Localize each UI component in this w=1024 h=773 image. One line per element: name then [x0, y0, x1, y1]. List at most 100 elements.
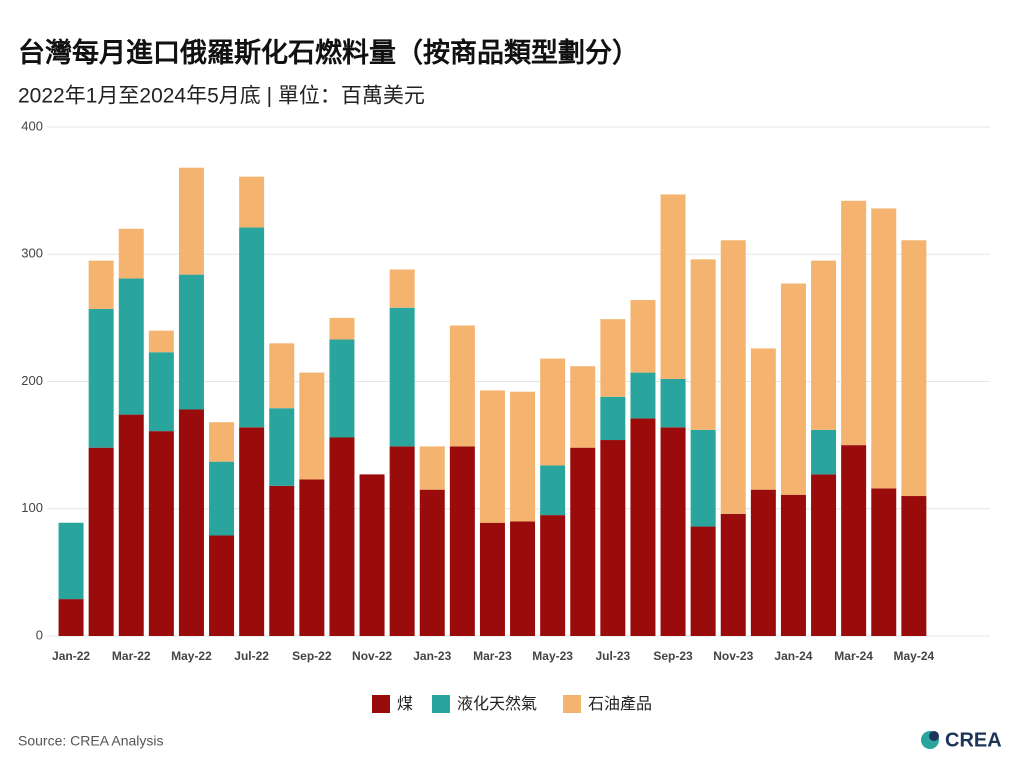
y-tick-label: 100	[21, 500, 43, 515]
x-tick-label: Sep-22	[292, 649, 332, 663]
bar-segment	[720, 513, 746, 636]
bar-segment	[58, 599, 84, 636]
legend-label: 液化天然氣	[457, 695, 537, 713]
x-tick-label: May-23	[532, 649, 573, 663]
bar-segment	[841, 445, 867, 636]
legend-swatch	[563, 695, 581, 713]
bar-segment	[329, 317, 355, 340]
chart-title: 台灣每月進口俄羅斯化石燃料量（按商品類型劃分）	[18, 37, 639, 68]
x-tick-label: Jul-23	[596, 649, 631, 663]
bar-segment	[419, 446, 445, 490]
logo-icon	[929, 731, 939, 741]
bar-segment	[269, 343, 295, 409]
bar-segment	[690, 526, 716, 636]
bar-segment	[811, 429, 837, 475]
bar-segment	[148, 352, 174, 432]
bar-segment	[299, 372, 325, 480]
x-tick-label: Mar-24	[834, 649, 873, 663]
bar-segment	[449, 446, 475, 636]
x-tick-label: Sep-23	[653, 649, 693, 663]
bar-segment	[841, 200, 867, 446]
x-tick-label: Nov-23	[713, 649, 753, 663]
bar-segment	[239, 176, 265, 228]
bar-segment	[389, 446, 415, 636]
bar-segment	[871, 488, 897, 636]
legend-swatch	[372, 695, 390, 713]
bar-segment	[811, 474, 837, 636]
bar-segment	[510, 521, 536, 636]
bar-segment	[148, 431, 174, 636]
legend-swatch	[432, 695, 450, 713]
bar-segment	[178, 409, 204, 636]
bar-segment	[419, 489, 445, 636]
y-tick-label: 300	[21, 246, 43, 261]
bar-segment	[209, 461, 235, 536]
bar-segment	[690, 429, 716, 527]
bar-segment	[299, 479, 325, 636]
bar-segment	[750, 348, 776, 490]
bar-segment	[600, 319, 626, 397]
bar-segment	[570, 366, 596, 448]
x-tick-label: Jan-23	[413, 649, 451, 663]
bar-segment	[540, 465, 566, 516]
bar-segment	[630, 372, 656, 419]
bar-segment	[600, 440, 626, 636]
bar-segment	[88, 447, 114, 636]
bar-segment	[660, 427, 686, 636]
bar-segment	[811, 260, 837, 430]
bar-segment	[750, 489, 776, 636]
logo-text: CREA	[945, 729, 1002, 751]
bar-segment	[540, 358, 566, 466]
bar-segment	[901, 496, 927, 636]
bar-segment	[660, 194, 686, 379]
bar-segment	[269, 408, 295, 486]
bar-segment	[209, 422, 235, 462]
y-tick-label: 400	[21, 118, 43, 133]
legend-label: 石油產品	[588, 695, 652, 713]
bar-segment	[389, 307, 415, 447]
x-tick-label: Jan-22	[52, 649, 90, 663]
bar-segment	[871, 208, 897, 489]
legend-label: 煤	[397, 695, 413, 713]
bar-segment	[88, 308, 114, 448]
bar-segment	[239, 227, 265, 428]
bar-segment	[178, 274, 204, 410]
x-tick-label: Nov-22	[352, 649, 392, 663]
bar-segment	[630, 300, 656, 373]
bar-segment	[88, 260, 114, 309]
bar-segment	[118, 414, 144, 636]
bar-segment	[720, 240, 746, 514]
logo: CREA	[921, 729, 1002, 751]
bar-segment	[901, 240, 927, 497]
x-tick-label: Mar-22	[112, 649, 151, 663]
bar-segment	[780, 283, 806, 495]
bar-segment	[600, 396, 626, 441]
bar-segment	[510, 391, 536, 522]
bar-segment	[178, 167, 204, 275]
bar-segment	[239, 427, 265, 636]
bar-segment	[118, 228, 144, 279]
bar-segment	[148, 330, 174, 353]
x-tick-label: May-24	[894, 649, 935, 663]
bar-segment	[479, 390, 505, 523]
x-tick-label: May-22	[171, 649, 212, 663]
bar-segment	[630, 418, 656, 636]
bar-segment	[118, 278, 144, 415]
x-tick-label: Jan-24	[774, 649, 812, 663]
bar-segment	[540, 515, 566, 636]
bar-segment	[329, 339, 355, 438]
bar-segment	[209, 535, 235, 636]
x-tick-label: Jul-22	[234, 649, 269, 663]
bar-segment	[570, 447, 596, 636]
bar-segment	[389, 269, 415, 308]
bar-segment	[269, 485, 295, 636]
bar-segment	[690, 259, 716, 430]
x-tick-label: Mar-23	[473, 649, 512, 663]
y-tick-label: 0	[36, 627, 43, 642]
bar-segment	[449, 325, 475, 447]
chart-subtitle: 2022年1月至2024年5月底 | 單位：百萬美元	[18, 85, 425, 108]
bar-segment	[329, 437, 355, 636]
bar-segment	[479, 522, 505, 636]
bar-segment	[58, 522, 84, 600]
bar-segment	[359, 474, 385, 636]
